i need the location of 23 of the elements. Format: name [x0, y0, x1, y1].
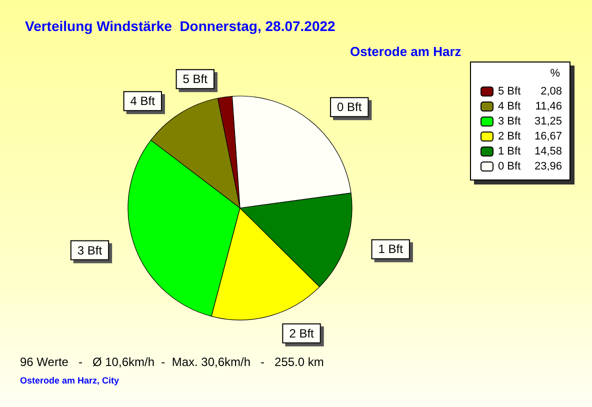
slice-label: 4 Bft — [130, 94, 156, 108]
data-label: 2,08 — [540, 86, 562, 98]
data-label: 31,25 — [534, 116, 562, 128]
text: Osterode am Harz, City — [20, 376, 120, 386]
slice-label: 1 Bft — [378, 242, 404, 256]
data-label: 11,46 — [535, 100, 562, 112]
slice-label: 3 Bft — [77, 243, 103, 258]
text: 96 Werte - Ø 10,6km/h - Max. 30,6km/h - 255.0 km — [20, 355, 324, 369]
legend-label: 3 Bft — [498, 116, 521, 128]
legend-label: 5 Bft — [498, 86, 521, 98]
data-label: 23,96 — [534, 160, 562, 172]
chart-title: Verteilung Windstärke Donnerstag, 28.07.2022 — [25, 18, 336, 34]
legend-label: 1 Bft — [498, 146, 521, 158]
legend-label: 0 Bft — [498, 160, 521, 172]
slice-label: 5 Bft — [182, 72, 208, 86]
chart-subtitle: Osterode am Harz — [350, 44, 462, 59]
legend-label: 4 Bft — [498, 100, 521, 112]
slice-label: 0 Bft — [337, 100, 362, 114]
data-label: 16,67 — [534, 130, 562, 142]
slice-label: 2 Bft — [289, 326, 315, 340]
legend-label: 2 Bft — [498, 130, 521, 142]
legend-title: % — [550, 68, 560, 80]
data-label: 14,58 — [534, 146, 562, 158]
